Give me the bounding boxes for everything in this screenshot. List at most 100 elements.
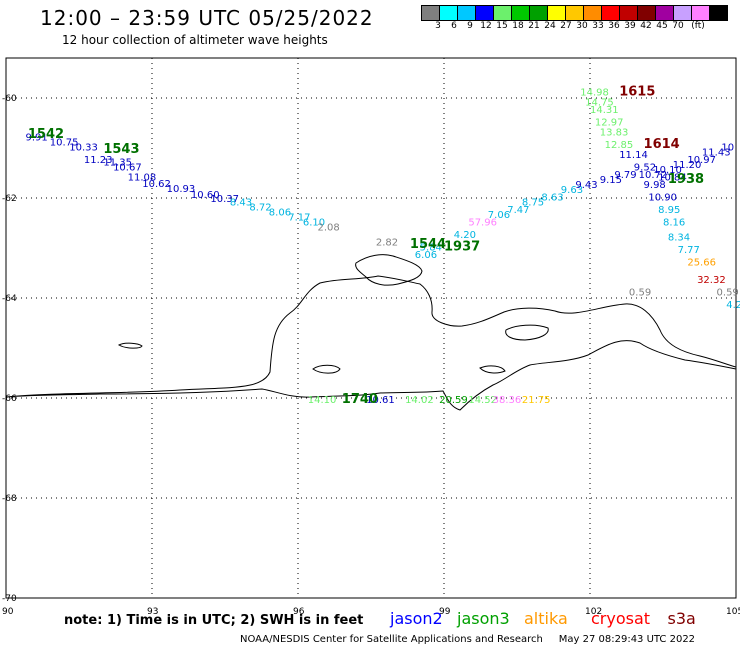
scale-swatch bbox=[583, 5, 602, 21]
wave-height-value: 21.75 bbox=[522, 395, 551, 406]
legend-jason2: jason2 bbox=[390, 609, 443, 628]
wave-height-value: 8.34 bbox=[668, 233, 690, 244]
latitude-label: -68 bbox=[2, 494, 17, 504]
wave-height-value: 10.62 bbox=[142, 179, 171, 190]
wave-height-value: 14.02 bbox=[405, 395, 434, 406]
legend-cryosat: cryosat bbox=[591, 609, 651, 628]
wave-height-value: 11.08 bbox=[128, 173, 157, 184]
wave-height-value: 20.59 bbox=[439, 395, 468, 406]
wave-height-value: 8.75 bbox=[522, 198, 544, 209]
wave-height-value: 9.52 bbox=[634, 163, 656, 174]
wave-height-value: 10.67 bbox=[113, 163, 142, 174]
wave-height-value: 10.84 bbox=[658, 173, 687, 184]
wave-height-value: 11.14 bbox=[619, 150, 648, 161]
wave-height-value: 10.37 bbox=[210, 194, 239, 205]
wave-height-value: 8.95 bbox=[658, 205, 680, 216]
wave-height-value: 32.32 bbox=[697, 275, 726, 286]
scale-swatch bbox=[421, 5, 440, 21]
scale-label: 24 bbox=[544, 21, 556, 31]
latitude-label: -66 bbox=[2, 394, 17, 404]
wave-height-value: 12.97 bbox=[595, 118, 624, 129]
wave-height-value: 10.61 bbox=[366, 395, 395, 406]
wave-height-value: 11.43 bbox=[702, 148, 731, 159]
wave-height-value: 8.72 bbox=[249, 203, 271, 214]
wave-height-value: 11.23 bbox=[84, 155, 113, 166]
scale-swatch bbox=[565, 5, 584, 21]
wave-height-value: 57.96 bbox=[468, 218, 497, 229]
scale-label: 21 bbox=[528, 21, 540, 31]
units-note: note: 1) Time is in UTC; 2) SWH is in fe… bbox=[64, 613, 364, 628]
wave-height-value: 7.77 bbox=[678, 245, 700, 256]
wave-height-value: 0.59 bbox=[629, 288, 651, 299]
wave-height-value: 14.52 bbox=[468, 395, 497, 406]
wave-height-value: 12.85 bbox=[605, 140, 634, 151]
scale-label: 30 bbox=[576, 21, 588, 31]
scale-swatch bbox=[529, 5, 548, 21]
wave-height-value: 6.10 bbox=[303, 218, 325, 229]
pass-time-label: 1542 bbox=[28, 127, 64, 142]
wave-height-value: 6.06 bbox=[415, 250, 437, 261]
wave-height-value: 4.20 bbox=[454, 230, 476, 241]
wave-height-value: 5.84 bbox=[420, 243, 442, 254]
wave-height-value: 10.72 bbox=[639, 170, 668, 181]
latitude-label: -64 bbox=[2, 294, 17, 304]
wave-height-value: 11.20 bbox=[673, 160, 702, 171]
map-subtitle: 12 hour collection of altimeter wave hei… bbox=[62, 33, 328, 47]
wave-height-value: 10.10 bbox=[653, 165, 682, 176]
scale-label: 3 bbox=[435, 21, 441, 31]
longitude-label: 90 bbox=[2, 607, 14, 617]
wave-height-value: 10.97 bbox=[687, 155, 716, 166]
wave-height-value: 25.66 bbox=[687, 258, 716, 269]
pass-time-label: 1544 bbox=[410, 237, 446, 252]
wave-height-value: 11.35 bbox=[103, 158, 132, 169]
latitude-label: -60 bbox=[2, 94, 17, 104]
wave-height-value: 7.17 bbox=[288, 213, 310, 224]
scale-swatch bbox=[547, 5, 566, 21]
antarctic-coastline bbox=[5, 254, 737, 411]
scale-swatch bbox=[475, 5, 494, 21]
longitude-label: 96 bbox=[293, 607, 305, 617]
scale-label: 70 bbox=[672, 21, 684, 31]
legend-s3a: s3a bbox=[667, 609, 696, 628]
footer-credit: NOAA/NESDIS Center for Satellite Applica… bbox=[240, 634, 696, 645]
scale-label: 6 bbox=[451, 21, 457, 31]
scale-label: 42 bbox=[640, 21, 652, 31]
satellite-passes: 9.91 10.7510.3311.2311.3510.6711.0810.621… bbox=[25, 85, 740, 408]
legend-jason3: jason3 bbox=[457, 609, 510, 628]
scale-label: 45 bbox=[656, 21, 668, 31]
grid-lines bbox=[6, 58, 736, 598]
wave-height-value: 7.06 bbox=[488, 210, 510, 221]
scale-label: 33 bbox=[592, 21, 604, 31]
legend-altika: altika bbox=[524, 609, 568, 628]
latitude-label: -62 bbox=[2, 194, 17, 204]
wave-height-value: 9.15 bbox=[600, 175, 622, 186]
wave-height-value: 9.43 bbox=[575, 180, 597, 191]
pass-time-label: 1938 bbox=[668, 172, 704, 187]
wave-height-value: 8.06 bbox=[269, 208, 291, 219]
scale-swatch bbox=[601, 5, 620, 21]
wave-height-value: 9.63 bbox=[561, 185, 583, 196]
pass-time-label: 1740 bbox=[342, 392, 378, 407]
wave-height-value: 10.33 bbox=[69, 143, 98, 154]
wave-height-value: 8.63 bbox=[541, 193, 563, 204]
latitude-axis-labels: -60 -62 -64 -66 -68 -70 bbox=[2, 94, 17, 604]
wave-height-value: 9.79 bbox=[614, 170, 636, 181]
scale-swatch bbox=[511, 5, 530, 21]
map-frame bbox=[5, 57, 737, 599]
pass-time-label: 1937 bbox=[444, 240, 480, 255]
wave-height-value: 13.83 bbox=[600, 128, 629, 139]
scale-label: 15 bbox=[496, 21, 508, 31]
scale-swatch bbox=[619, 5, 638, 21]
longitude-label: 93 bbox=[147, 607, 158, 617]
scale-label: 9 bbox=[467, 21, 473, 31]
wave-height-value: 0.59 bbox=[717, 288, 739, 299]
scale-swatch bbox=[709, 5, 728, 21]
wave-height-value: 9.98 bbox=[644, 180, 666, 191]
wave-height-value: 14.75 bbox=[585, 98, 614, 109]
